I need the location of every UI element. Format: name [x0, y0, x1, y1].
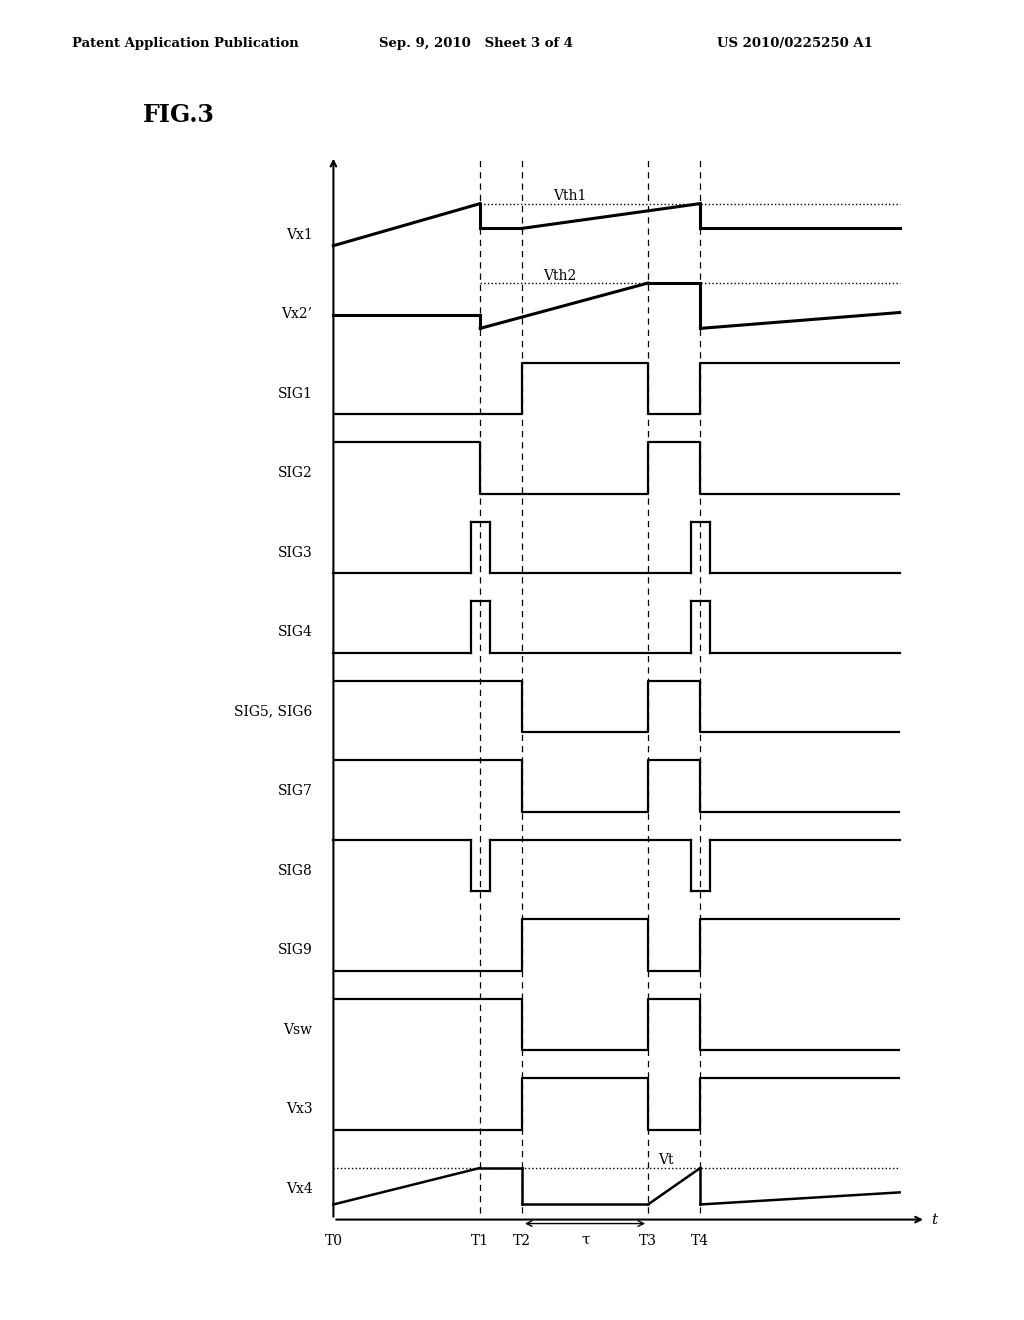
Text: Sep. 9, 2010   Sheet 3 of 4: Sep. 9, 2010 Sheet 3 of 4 [379, 37, 572, 50]
Text: Vsw: Vsw [284, 1023, 312, 1036]
Text: SIG9: SIG9 [278, 942, 312, 957]
Text: Vx1: Vx1 [286, 227, 312, 242]
Text: SIG5, SIG6: SIG5, SIG6 [234, 705, 312, 718]
Text: Patent Application Publication: Patent Application Publication [72, 37, 298, 50]
Text: Vth2: Vth2 [543, 269, 577, 282]
Text: FIG.3: FIG.3 [143, 103, 215, 127]
Text: T4: T4 [691, 1234, 710, 1247]
Text: SIG2: SIG2 [278, 466, 312, 480]
Text: T0: T0 [325, 1234, 342, 1247]
Text: Vx3: Vx3 [286, 1102, 312, 1117]
Text: t: t [931, 1213, 937, 1226]
Text: SIG1: SIG1 [278, 387, 312, 400]
Text: Vx4: Vx4 [286, 1181, 312, 1196]
Text: Vt: Vt [658, 1152, 674, 1167]
Text: SIG3: SIG3 [278, 545, 312, 560]
Text: T1: T1 [471, 1234, 489, 1247]
Text: T3: T3 [639, 1234, 657, 1247]
Text: Vth1: Vth1 [554, 189, 587, 203]
Text: SIG4: SIG4 [278, 626, 312, 639]
Text: SIG7: SIG7 [278, 784, 312, 799]
Text: Vx2’: Vx2’ [282, 308, 312, 321]
Text: τ: τ [581, 1233, 589, 1247]
Text: SIG8: SIG8 [278, 863, 312, 878]
Text: US 2010/0225250 A1: US 2010/0225250 A1 [717, 37, 872, 50]
Text: T2: T2 [513, 1234, 531, 1247]
